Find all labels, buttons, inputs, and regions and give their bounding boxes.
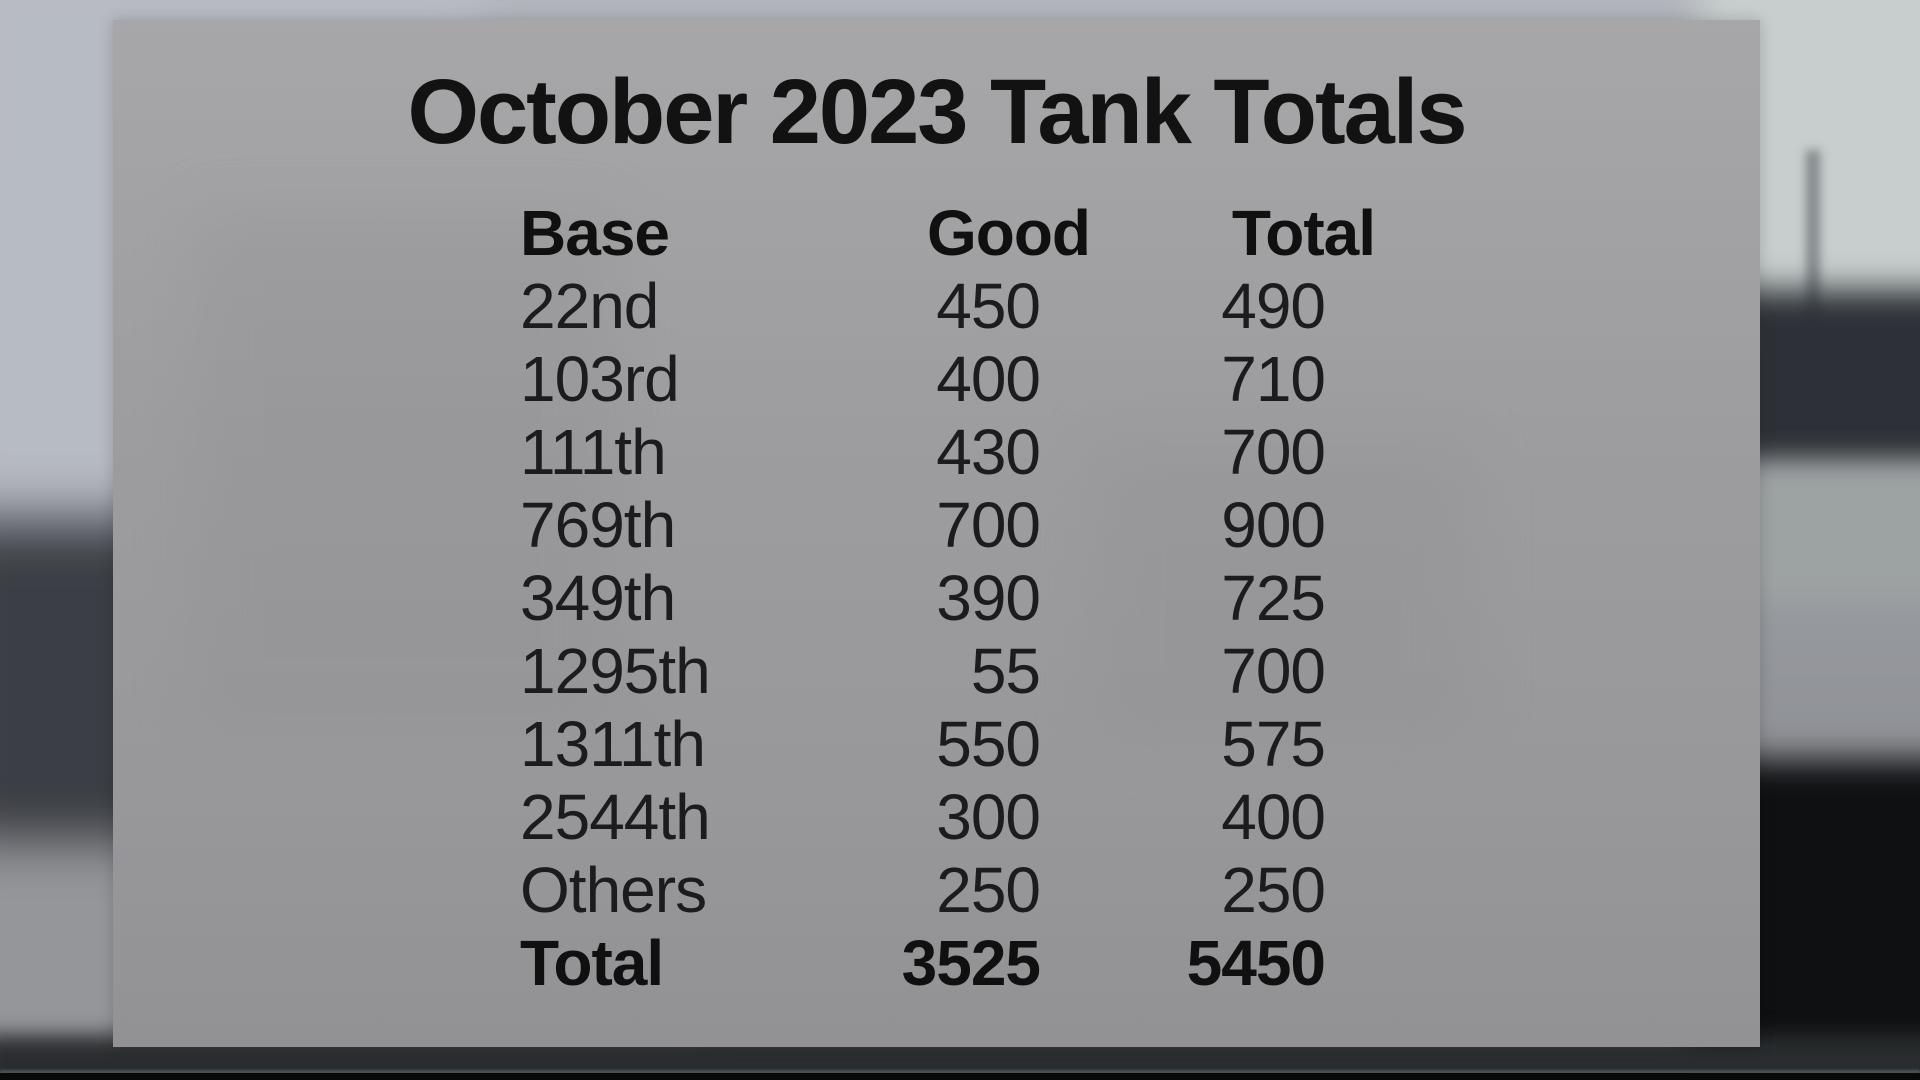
base-cell: 111th xyxy=(520,415,667,488)
good-cell: 430 xyxy=(936,415,1041,488)
total-cell: 700 xyxy=(1221,634,1326,707)
good-cell: 550 xyxy=(936,707,1041,780)
good-cell: 55 xyxy=(970,634,1041,707)
bottom-black-bar xyxy=(0,1073,1920,1080)
good-column-header: Good xyxy=(926,196,1091,269)
table-row: 769th 700 900 xyxy=(520,488,1326,561)
background-trees-right xyxy=(1730,290,1920,480)
total-cell: 5450 xyxy=(1186,926,1326,999)
good-cell: 450 xyxy=(936,269,1041,342)
table-row: 349th 390 725 xyxy=(520,561,1326,634)
total-cell: 700 xyxy=(1221,415,1326,488)
base-cell: 349th xyxy=(520,561,676,634)
base-cell: 1311th xyxy=(520,707,706,780)
bottom-accent-line xyxy=(0,1070,1920,1074)
base-cell: 22nd xyxy=(520,269,659,342)
background-road-right xyxy=(1730,460,1920,600)
total-cell: 575 xyxy=(1221,707,1326,780)
total-cell: 400 xyxy=(1221,780,1326,853)
table-row: 1295th 55 700 xyxy=(520,634,1326,707)
total-column-header: Total xyxy=(1231,196,1376,269)
table-header-row: Base Good Total xyxy=(520,196,1376,269)
page-title: October 2023 Tank Totals xyxy=(407,61,1467,163)
panel-mottle xyxy=(1093,440,1473,740)
base-cell: Total xyxy=(520,926,664,999)
total-cell: 900 xyxy=(1221,488,1326,561)
overlay-panel: October 2023 Tank Totals Base Good Total… xyxy=(113,20,1760,1047)
good-cell: 3525 xyxy=(901,926,1041,999)
total-cell: 725 xyxy=(1221,561,1326,634)
base-cell: 2544th xyxy=(520,780,711,853)
base-cell: 103rd xyxy=(520,342,680,415)
table-row: Others 250 250 xyxy=(520,853,1326,926)
panel-mottle xyxy=(193,210,613,730)
good-cell: 250 xyxy=(936,853,1041,926)
table-row: 1311th 550 575 xyxy=(520,707,1326,780)
tank-totals-table: Base Good Total 22nd 450 490 103rd 400 710 111… xyxy=(520,196,1376,999)
good-cell: 300 xyxy=(936,780,1041,853)
good-cell: 390 xyxy=(936,561,1041,634)
total-cell: 490 xyxy=(1221,269,1326,342)
table-row: 111th 430 700 xyxy=(520,415,1326,488)
table-row: Total 3525 5450 xyxy=(520,926,1326,999)
base-cell: 1295th xyxy=(520,634,711,707)
total-cell: 250 xyxy=(1221,853,1326,926)
good-cell: 700 xyxy=(936,488,1041,561)
base-cell: Others xyxy=(520,853,707,926)
total-cell: 710 xyxy=(1221,342,1326,415)
table-row: 2544th 300 400 xyxy=(520,780,1326,853)
base-cell: 769th xyxy=(520,488,676,561)
good-cell: 400 xyxy=(936,342,1041,415)
table-row: 22nd 450 490 xyxy=(520,269,1326,342)
base-column-header: Base xyxy=(520,196,670,269)
table-row: 103rd 400 710 xyxy=(520,342,1326,415)
